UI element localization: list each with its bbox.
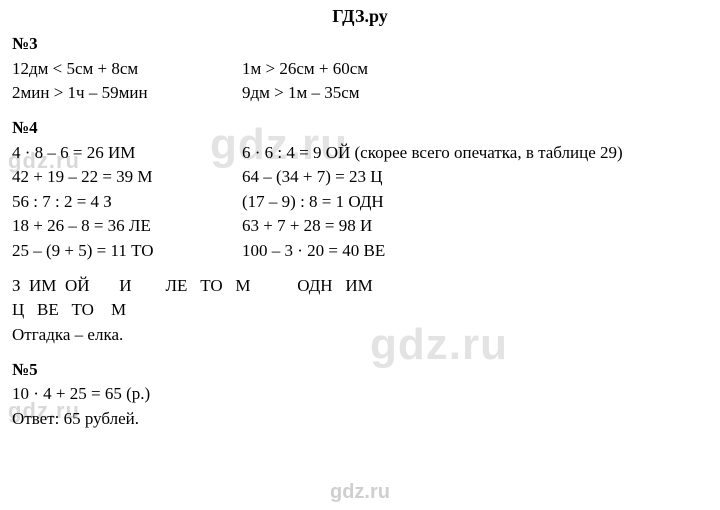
word-cell: ОДН	[297, 274, 345, 299]
watermark-footer: gdz.ru	[0, 481, 720, 504]
word-cell: ВЕ	[37, 298, 71, 323]
word-cell: ТО	[72, 298, 111, 323]
section-4-title: №4	[12, 116, 712, 141]
section-5-title: №5	[12, 358, 712, 383]
word-cell: З	[12, 274, 29, 299]
word-cell: И	[119, 274, 165, 299]
section-4-answer: Отгадка – елка.	[12, 323, 712, 348]
section-4-words-row-1: З ИМ ОЙ И ЛЕ ТО М ОДН ИМ	[12, 274, 712, 299]
s3-r1-left: 2мин > 1ч – 59мин	[12, 81, 242, 106]
s4-r2-left: 56 : 7 : 2 = 4 З	[12, 190, 242, 215]
word-cell: М	[235, 274, 297, 299]
section-4-row: 18 + 26 – 8 = 36 ЛЕ 63 + 7 + 28 = 98 И	[12, 214, 712, 239]
word-cell: ТО	[200, 274, 235, 299]
word-cell: ИМ	[29, 274, 65, 299]
section-4-row: 56 : 7 : 2 = 4 З (17 – 9) : 8 = 1 ОДН	[12, 190, 712, 215]
section-5-answer: Ответ: 65 рублей.	[12, 407, 712, 432]
document-body: №3 12дм < 5см + 8см 1м > 26см + 60см 2ми…	[12, 32, 712, 432]
section-4-words-row-2: Ц ВЕ ТО М	[12, 298, 712, 323]
word-cell: М	[111, 298, 126, 323]
s4-r0-left: 4 · 8 – 6 = 26 ИМ	[12, 141, 242, 166]
word-cell: Ц	[12, 298, 37, 323]
s4-r4-left: 25 – (9 + 5) = 11 ТО	[12, 239, 242, 264]
section-3-row: 12дм < 5см + 8см 1м > 26см + 60см	[12, 57, 712, 82]
s4-r4-right: 100 – 3 · 20 = 40 ВЕ	[242, 239, 712, 264]
section-4-row: 42 + 19 – 22 = 39 М 64 – (34 + 7) = 23 Ц	[12, 165, 712, 190]
section-3-row: 2мин > 1ч – 59мин 9дм > 1м – 35см	[12, 81, 712, 106]
s4-r3-left: 18 + 26 – 8 = 36 ЛЕ	[12, 214, 242, 239]
word-cell: ИМ	[345, 274, 372, 299]
page-title: ГДЗ.ру	[0, 6, 720, 27]
s4-r1-right: 64 – (34 + 7) = 23 Ц	[242, 165, 712, 190]
s4-r2-right: (17 – 9) : 8 = 1 ОДН	[242, 190, 712, 215]
word-cell: ОЙ	[65, 274, 119, 299]
word-cell: ЛЕ	[166, 274, 201, 299]
s3-r0-right: 1м > 26см + 60см	[242, 57, 712, 82]
section-5-calc: 10 · 4 + 25 = 65 (р.)	[12, 382, 712, 407]
s4-r3-right: 63 + 7 + 28 = 98 И	[242, 214, 712, 239]
section-4-row: 25 – (9 + 5) = 11 ТО 100 – 3 · 20 = 40 В…	[12, 239, 712, 264]
s3-r1-right: 9дм > 1м – 35см	[242, 81, 712, 106]
section-3-title: №3	[12, 32, 712, 57]
s4-r1-left: 42 + 19 – 22 = 39 М	[12, 165, 242, 190]
s3-r0-left: 12дм < 5см + 8см	[12, 57, 242, 82]
s4-r0-right: 6 · 6 : 4 = 9 ОЙ (скорее всего опечатка,…	[242, 141, 712, 166]
section-4-row: 4 · 8 – 6 = 26 ИМ 6 · 6 : 4 = 9 ОЙ (скор…	[12, 141, 712, 166]
